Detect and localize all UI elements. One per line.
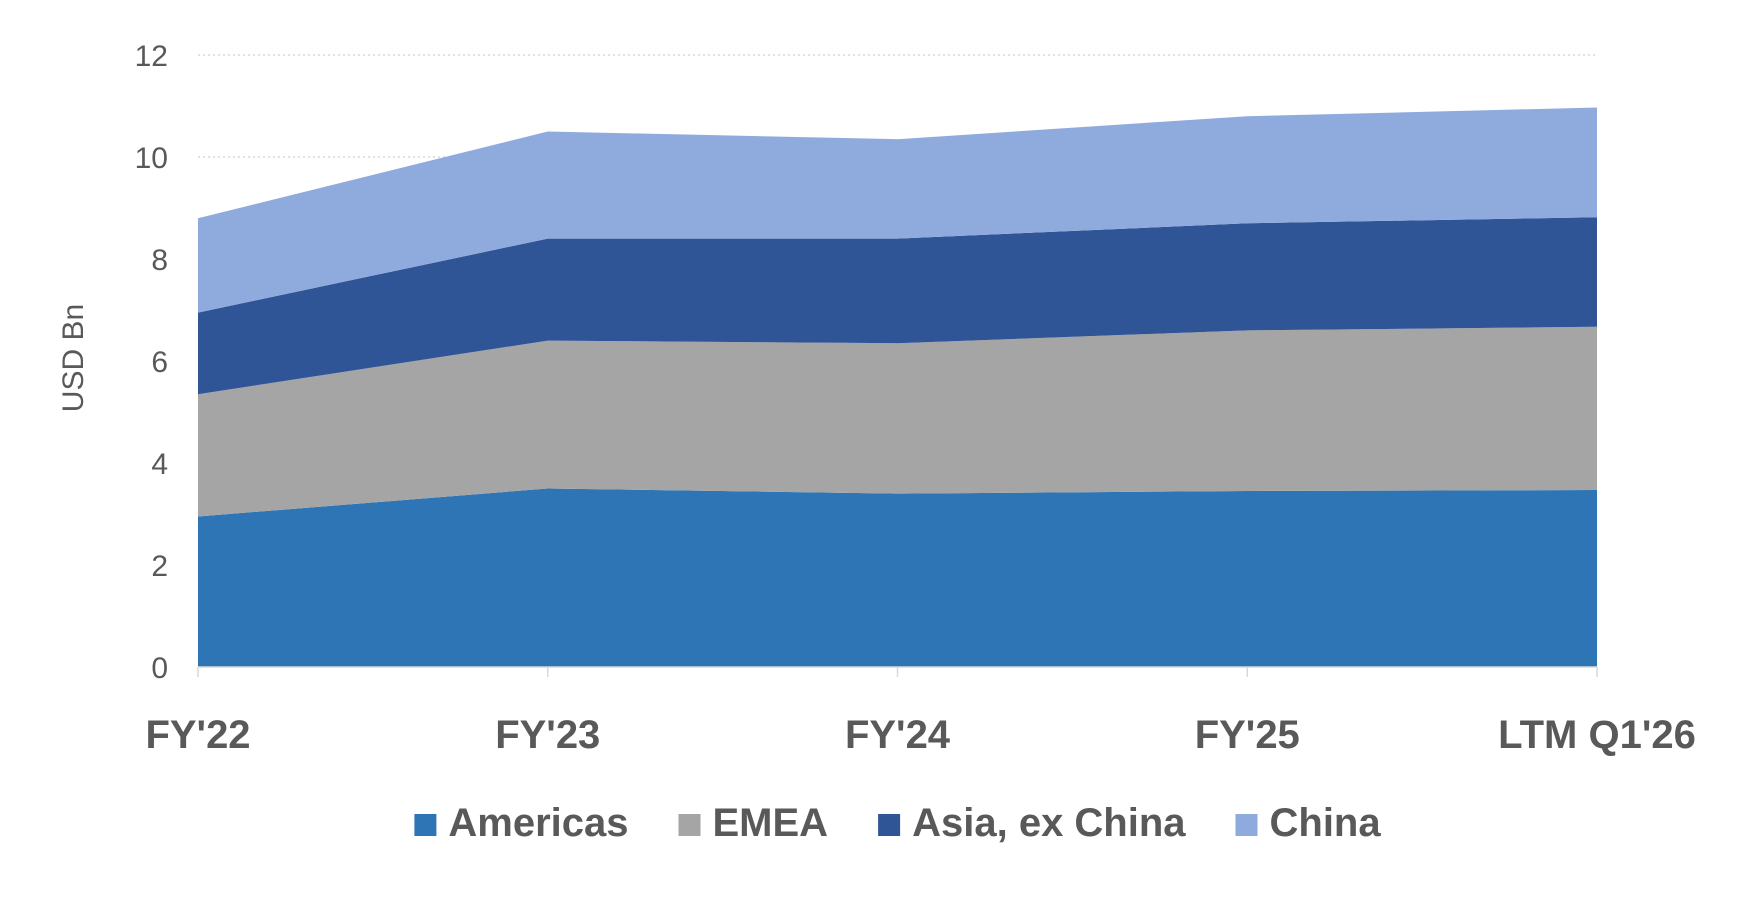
y-tick-label: 12 — [135, 40, 168, 73]
y-tick-label: 6 — [151, 346, 168, 379]
y-tick-label: 2 — [151, 550, 168, 583]
x-tick-label: FY'23 — [495, 713, 600, 757]
legend-swatch — [1235, 814, 1258, 836]
y-tick-label: 8 — [151, 244, 168, 277]
area-series-china — [198, 107, 1597, 313]
area-series-asia-ex-china — [198, 217, 1597, 395]
legend-item: Asia, ex China — [878, 801, 1186, 845]
x-tick-label: FY'22 — [145, 713, 250, 757]
legend-item: Americas — [414, 801, 629, 845]
y-tick-label: 10 — [135, 142, 168, 175]
legend-item: EMEA — [678, 801, 829, 845]
axes: 0 2 4 6 8 10 12 FY'22 FY'23 FY'24 FY'25 LTM Q1'26 — [135, 40, 1696, 757]
legend-label: China — [1270, 801, 1382, 845]
area-series-emea — [198, 326, 1597, 517]
x-tick-label: FY'25 — [1195, 713, 1300, 757]
y-axis-label: USD Bn — [57, 304, 90, 412]
legend-label: Asia, ex China — [912, 801, 1186, 845]
area-series — [198, 107, 1597, 667]
legend: Americas EMEA Asia, ex China China — [414, 801, 1381, 845]
legend-swatch — [414, 814, 437, 836]
legend-swatch — [678, 814, 701, 836]
y-tick-label: 4 — [151, 448, 168, 481]
legend-label: Americas — [448, 801, 628, 845]
x-tick-label: FY'24 — [845, 713, 951, 757]
legend-item: China — [1235, 801, 1382, 845]
legend-swatch — [878, 814, 901, 836]
y-tick-label: 0 — [151, 652, 168, 685]
x-tick-label: LTM Q1'26 — [1498, 713, 1696, 757]
legend-label: EMEA — [713, 801, 829, 845]
area-series-americas — [198, 488, 1597, 667]
